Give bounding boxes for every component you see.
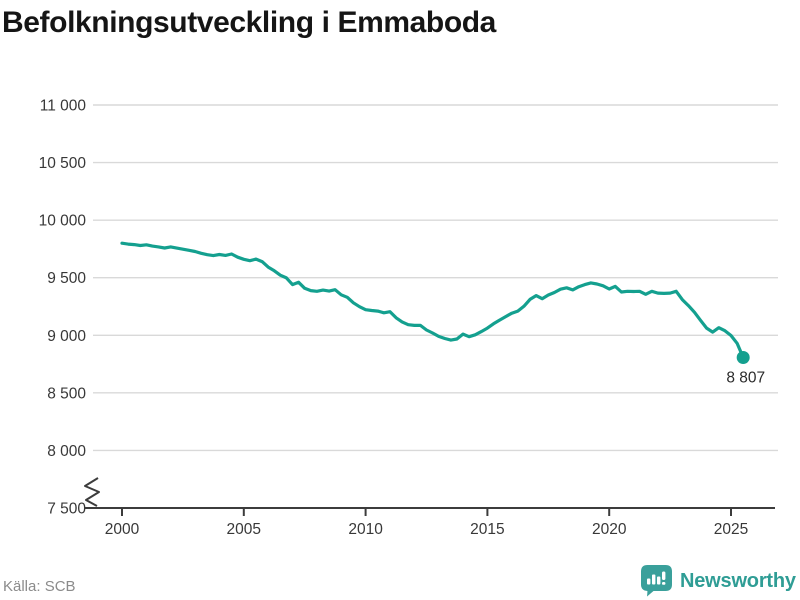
newsworthy-bubble-chart-icon [641,565,672,597]
newsworthy-logo[interactable]: Newsworthy [640,564,796,599]
y-axis-tick-label: 7 500 [47,501,86,518]
y-axis-tick-label: 10 500 [39,155,87,172]
x-axis-tick-label: 2010 [348,521,383,538]
newsworthy-logo-text: Newsworthy [680,570,796,592]
y-axis-tick-label: 9 500 [47,270,86,287]
chart-title: Befolkningsutveckling i Emmaboda [2,6,496,39]
x-axis-tick-label: 2020 [592,521,627,538]
y-axis-tick-label: 11 000 [40,98,87,115]
x-axis-tick-label: 2025 [714,521,748,538]
source-label: Källa: SCB [3,578,76,595]
x-axis-tick-label: 2000 [105,521,140,538]
y-axis-tick-label: 8 000 [47,443,86,460]
end-point-marker [736,351,750,365]
x-axis-tick-label: 2015 [470,521,504,538]
y-axis-tick-label: 8 500 [47,385,86,402]
y-axis-tick-label: 10 000 [39,213,87,230]
y-axis-tick-label: 9 000 [47,328,86,345]
axis-break-icon [84,477,100,507]
x-axis-tick-label: 2005 [227,521,261,538]
population-line [120,241,745,360]
end-value-label: 8 807 [726,370,765,387]
